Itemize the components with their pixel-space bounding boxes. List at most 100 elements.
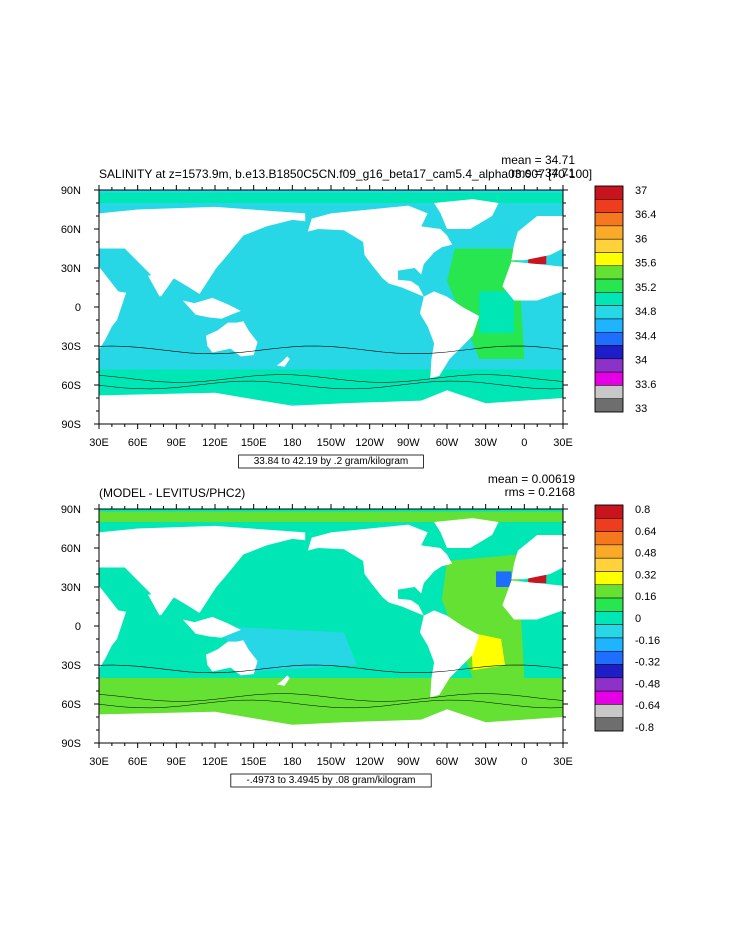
colorbar-frame: [594, 185, 624, 413]
x-tick-label: 150W: [317, 756, 346, 768]
y-tick-label: 30N: [61, 582, 81, 594]
y-tick-label: 90S: [61, 738, 81, 750]
arctic-band: [99, 511, 563, 522]
land-mass: [99, 585, 127, 678]
land-mass: [434, 199, 499, 229]
land-mass: [206, 321, 258, 357]
colorbar-label: 0.64: [635, 526, 656, 538]
colorbar-swatch: [594, 690, 624, 705]
contour-line: [99, 699, 563, 709]
x-tick-label: 60E: [128, 756, 148, 768]
land-mass: [307, 524, 453, 616]
map-field: [99, 190, 563, 424]
colorbar-swatch: [594, 704, 624, 718]
colorbar-swatch: [594, 650, 624, 665]
colorbar-swatch: [594, 371, 624, 386]
colorbar-swatch: [594, 677, 624, 692]
colorbar-label: 35.6: [635, 258, 656, 270]
land-mass: [511, 216, 563, 261]
x-tick-label: 0: [521, 437, 527, 449]
colorbar: 0.8 0.64 0.48 0.32 0.16 0 -0.16 -0.32 -0.48 -0.64…: [594, 504, 660, 734]
y-tick-label: 60N: [61, 543, 81, 555]
med-patch: [528, 255, 547, 265]
colorbar-swatch: [594, 637, 624, 652]
x-tick-label: 60W: [436, 437, 459, 449]
colorbar-label: 0: [635, 613, 641, 625]
land-mass: [276, 675, 290, 686]
colorbar-swatch: [594, 305, 624, 320]
colorbar-label: 36: [635, 233, 647, 245]
colorbar-swatch: [594, 717, 624, 732]
colorbar-swatch: [594, 318, 624, 333]
land-mass: [307, 205, 453, 297]
land-mass: [206, 640, 258, 676]
colorbar-label: 33.6: [635, 379, 656, 391]
contour-info-box: [238, 454, 424, 469]
y-tick-label: 0: [75, 302, 81, 314]
y-tick-label: 90N: [61, 504, 81, 516]
contour-line: [99, 380, 563, 390]
x-tick-label: 60E: [128, 437, 148, 449]
land-mass: [419, 610, 480, 698]
colorbar-label: 0.48: [635, 548, 656, 560]
x-tick-label: 90E: [167, 437, 187, 449]
colorbar-swatch: [594, 531, 624, 546]
x-tick-label: 90W: [397, 437, 420, 449]
colorbar-swatch: [594, 518, 624, 532]
colorbar-label: 0.32: [635, 569, 656, 581]
colorbar-swatch: [594, 225, 624, 240]
land-mass: [148, 593, 174, 616]
colorbar-swatch: [594, 544, 624, 559]
x-tick-label: 60W: [436, 756, 459, 768]
y-tick-label: 30N: [61, 263, 81, 275]
x-tick-label: 30E: [553, 756, 573, 768]
x-tick-label: 150E: [241, 756, 267, 768]
x-tick-label: 30E: [89, 756, 109, 768]
land-mass: [99, 206, 306, 297]
colorbar-swatch: [594, 597, 624, 612]
contour-line: [99, 374, 563, 383]
land-mass: [148, 274, 174, 297]
x-tick-label: 30E: [553, 437, 573, 449]
med-patch: [528, 574, 547, 584]
x-tick-label: 150E: [241, 437, 267, 449]
map-panel-2: 30E 60E 90E 120E 150E 180 150W 120W 90W 60W 30W 0 30…: [61, 472, 660, 788]
land-mass: [182, 616, 241, 638]
x-tick-label: 150W: [317, 437, 346, 449]
x-tick-label: 180: [283, 437, 301, 449]
x-tick-label: 90W: [397, 756, 420, 768]
arctic-band: [99, 192, 563, 203]
rms-label: rms = 34.71: [511, 166, 575, 180]
land-mass: [99, 525, 306, 616]
colorbar-swatch: [594, 292, 624, 306]
colorbar-swatch: [594, 571, 624, 586]
land-mass: [99, 390, 563, 424]
rms-label: rms = 0.2168: [505, 485, 576, 499]
colorbar-swatch: [594, 238, 624, 253]
contour-info-box: [230, 773, 432, 788]
colorbar-frame: [594, 504, 624, 732]
mean-label: mean = 34.71: [501, 153, 575, 167]
colorbar-label: -0.32: [635, 657, 660, 669]
y-tick-label: 60S: [61, 699, 81, 711]
contour-line: [99, 345, 563, 355]
land-mass: [99, 709, 563, 743]
x-tick-label: 30E: [89, 437, 109, 449]
map-field: [99, 509, 563, 743]
colorbar-swatch: [594, 278, 624, 293]
colorbar-label: 34: [635, 355, 647, 367]
land-mass: [182, 297, 241, 319]
colorbar-label: -0.48: [635, 678, 660, 690]
x-tick-label: 120E: [202, 756, 228, 768]
colorbar-swatch: [594, 212, 624, 227]
map-title: SALINITY at z=1573.9m, b.e13.B1850C5CN.f…: [99, 167, 592, 181]
x-tick-label: 90E: [167, 756, 187, 768]
colorbar-swatch: [594, 557, 624, 572]
contour-info: -.4973 to 3.4945 by .08 gram/kilogram: [247, 775, 416, 786]
contour-line: [99, 664, 563, 674]
colorbar-swatch: [594, 611, 624, 625]
colorbar-label: -0.8: [635, 722, 654, 734]
land-mass: [434, 518, 499, 548]
colorbar-swatch: [594, 624, 624, 639]
